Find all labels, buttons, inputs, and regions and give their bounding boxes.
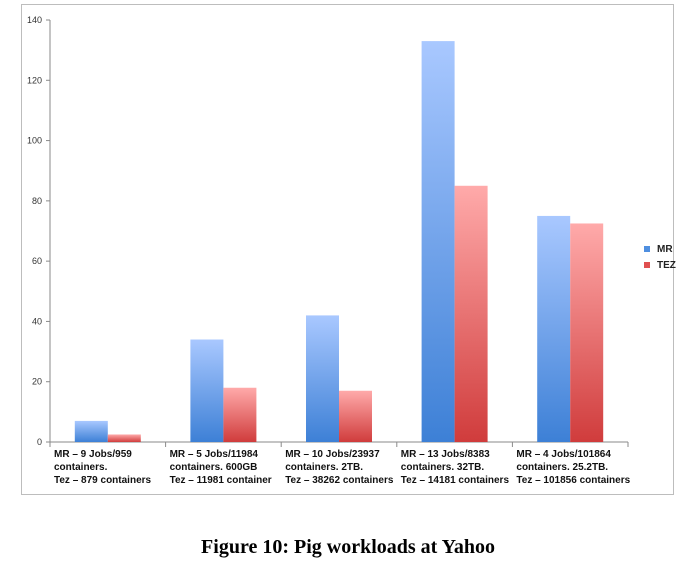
x-category-label-line: MR – 10 Jobs/23937 [285, 449, 380, 460]
x-category-label-line: Tez – 38262 containers [285, 475, 394, 486]
x-category-label-line: Tez – 101856 containers [516, 475, 631, 486]
x-category-label-4: MR – 13 Jobs/8383 containers. 32TB. Tez – … [401, 448, 509, 487]
x-category-label-line: Tez – 14181 containers [400, 475, 509, 486]
x-category-label-1: MR – 9 Jobs/959 containers. Tez – 879 cont… [54, 448, 151, 487]
y-tick-label: 40 [32, 316, 42, 326]
legend-label-tez: TEZ [657, 259, 676, 271]
bar-tez-1 [107, 434, 141, 442]
legend-swatch-mr [644, 246, 650, 252]
y-tick-label: 100 [27, 136, 42, 146]
x-category-label-line: MR – 13 Jobs/8383 [400, 449, 490, 460]
x-category-label-line: Tez – 879 containers [54, 475, 152, 486]
bar-mr-1 [74, 420, 108, 442]
bar-mr-3 [306, 315, 339, 442]
x-category-label-line: MR – 5 Jobs/11984 [169, 449, 258, 460]
x-category-label-line: containers. 25.2TB. [516, 462, 609, 473]
axes: 0 20 40 60 80 100 120 140 [27, 15, 629, 447]
legend: MR TEZ [644, 241, 676, 273]
x-category-label-line: MR – 4 Jobs/101864 [516, 449, 611, 460]
bar-tez-3 [339, 390, 372, 442]
y-tick-label: 0 [37, 437, 42, 447]
legend-item-tez: TEZ [644, 257, 676, 273]
x-category-label-line: containers. 600GB [169, 462, 258, 473]
x-category-label-2: MR – 5 Jobs/11984 containers. 600GB Tez – … [170, 448, 272, 487]
x-category-label-line: MR – 9 Jobs/959 [54, 449, 132, 460]
bar-mr-4 [421, 41, 455, 442]
bars [74, 41, 604, 443]
chart-frame: 0 20 40 60 80 100 120 140 MR – 9 Jobs/959 contai… [21, 4, 676, 495]
x-category-label-line: containers. 2TB. [285, 462, 363, 473]
bar-mr-5 [537, 215, 571, 442]
x-category-label-line: containers. 32TB. [400, 462, 485, 473]
y-tick-label: 20 [32, 377, 42, 387]
legend-swatch-tez [644, 262, 650, 268]
y-tick-label: 120 [27, 75, 42, 85]
y-tick-label: 60 [32, 256, 42, 266]
bar-mr-2 [190, 339, 224, 442]
x-category-label-3: MR – 10 Jobs/23937 containers. 2TB. Tez – … [285, 448, 393, 487]
x-category-label-5: MR – 4 Jobs/101864 containers. 25.2TB. Tez… [516, 448, 630, 487]
legend-item-mr: MR [644, 241, 676, 257]
bar-tez-4 [454, 185, 488, 443]
x-category-label-line: containers. [54, 462, 108, 473]
bar-tez-2 [223, 387, 257, 442]
y-tick-label: 140 [27, 15, 42, 25]
bar-tez-5 [570, 223, 604, 442]
figure-caption: Figure 10: Pig workloads at Yahoo [201, 536, 495, 558]
bar-chart: 0 20 40 60 80 100 120 140 [27, 15, 629, 447]
x-category-label-line: Tez – 11981 container [169, 475, 272, 486]
legend-label-mr: MR [657, 243, 673, 255]
y-tick-label: 80 [32, 196, 42, 206]
